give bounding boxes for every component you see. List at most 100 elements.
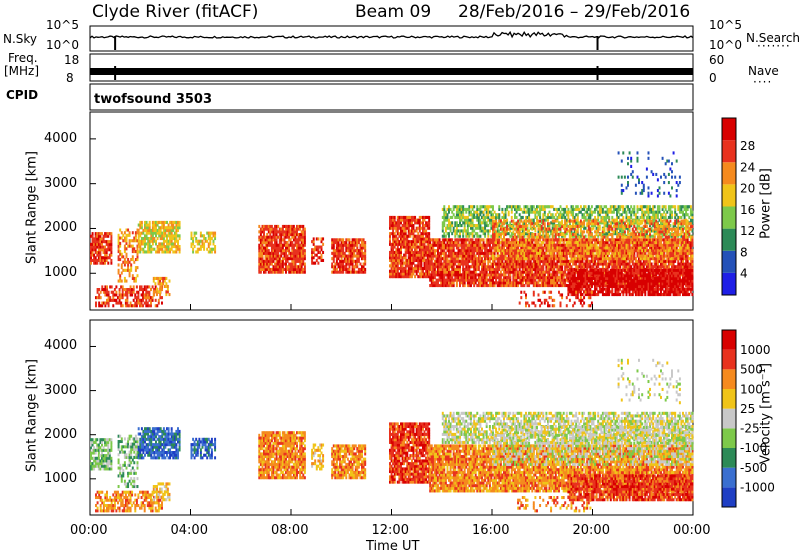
heatmap-cell [685, 254, 688, 258]
heatmap-cell [159, 290, 162, 294]
heatmap-cell [263, 235, 265, 239]
heatmap-cell [404, 234, 407, 238]
heatmap-cell [105, 256, 108, 260]
heatmap-cell [125, 268, 128, 272]
heatmap-cell [454, 273, 457, 277]
heatmap-cell [553, 251, 556, 255]
heatmap-cell [455, 224, 458, 228]
heatmap-cell [451, 215, 454, 219]
heatmap-cell [198, 239, 201, 243]
heatmap-cell [392, 267, 395, 271]
heatmap-cell [506, 238, 509, 242]
heatmap-cell [449, 246, 452, 250]
heatmap-cell [590, 257, 593, 261]
heatmap-cell [473, 241, 476, 245]
heatmap-cell [428, 240, 431, 244]
heatmap-cell [311, 258, 314, 262]
heatmap-cell [438, 278, 441, 282]
heatmap-cell [204, 239, 207, 243]
heatmap-cell [346, 259, 349, 263]
heatmap-cell [473, 273, 476, 277]
heatmap-cell [454, 241, 457, 245]
heatmap-cell [106, 293, 108, 297]
heatmap-cell [167, 228, 170, 232]
heatmap-cell [457, 270, 460, 274]
heatmap-cell [300, 238, 303, 242]
heatmap-cell [448, 232, 450, 236]
heatmap-cell [457, 265, 460, 269]
heatmap-cell [93, 261, 96, 265]
heatmap-cell [145, 285, 148, 289]
heatmap-cell [274, 254, 276, 258]
heatmap-cell [277, 230, 280, 234]
heatmap-cell [142, 290, 145, 294]
heatmap-cell [131, 239, 134, 243]
heatmap-cell [259, 262, 262, 266]
heatmap-cell [440, 254, 443, 258]
heatmap-cell [617, 246, 620, 250]
heatmap-cell [274, 227, 276, 231]
heatmap-cell [317, 261, 320, 265]
heatmap-cell [512, 270, 515, 274]
heatmap-cell [443, 232, 446, 236]
heatmap-cell [528, 284, 531, 288]
heatmap-cell [446, 262, 449, 266]
heatmap-cell [320, 237, 323, 241]
heatmap-cell [568, 265, 571, 269]
heatmap-cell [137, 234, 140, 238]
heatmap-cell [460, 251, 463, 255]
heatmap-cell [139, 245, 142, 249]
heatmap-cell [649, 241, 651, 245]
heatmap-cell [173, 245, 176, 249]
heatmap-cell [444, 278, 447, 282]
heatmap-cell [425, 275, 428, 279]
heatmap-cell [261, 251, 264, 255]
heatmap-cell [451, 276, 454, 280]
heatmap-cell [523, 278, 526, 282]
heatmap-cell [101, 232, 103, 236]
heatmap-cell [331, 251, 334, 255]
heatmap-cell [101, 304, 104, 308]
heatmap-cell [600, 284, 603, 288]
heatmap-cell [579, 241, 582, 245]
heatmap-cell [93, 258, 96, 262]
heatmap-cell [105, 248, 108, 252]
heatmap-cell [455, 254, 458, 258]
heatmap-cell [430, 238, 433, 242]
heatmap-cell [335, 246, 338, 250]
heatmap-cell [501, 265, 504, 269]
heatmap-cell [264, 251, 267, 255]
heatmap-cell [145, 234, 148, 238]
heatmap-cell [645, 265, 648, 269]
heatmap-cell [430, 278, 433, 282]
heatmap-cell [691, 243, 694, 247]
heatmap-cell [430, 251, 433, 255]
heatmap-cell [485, 243, 488, 247]
heatmap-cell [91, 248, 94, 252]
heatmap-cell [390, 250, 393, 254]
heatmap-cell [395, 226, 398, 230]
heatmap-cell [620, 259, 623, 263]
heatmap-cell [135, 285, 138, 289]
heatmap-cell [104, 256, 107, 260]
heatmap-cell [418, 234, 421, 238]
heatmap-cell [155, 220, 157, 224]
heatmap-cell [119, 250, 122, 254]
heatmap-cell [389, 253, 391, 257]
heatmap-cell [356, 270, 359, 274]
heatmap-cell [677, 259, 680, 263]
heatmap-cell [518, 259, 521, 263]
heatmap-cell [548, 281, 551, 285]
heatmap-cell [140, 242, 143, 246]
heatmap-cell [423, 258, 426, 262]
heatmap-cell [448, 270, 450, 274]
heatmap-cell [437, 281, 439, 285]
heatmap-cell [517, 284, 520, 288]
heatmap-cell [263, 227, 265, 231]
heatmap-cell [540, 284, 543, 288]
heatmap-cell [269, 262, 272, 266]
heatmap-cell [487, 249, 490, 253]
heatmap-cell [396, 226, 399, 230]
heatmap-cell [504, 265, 507, 269]
heatmap-cell [443, 259, 446, 263]
